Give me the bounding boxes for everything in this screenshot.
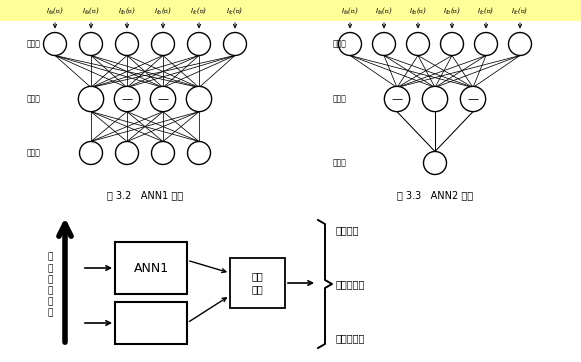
Text: —: — bbox=[121, 94, 132, 104]
Text: $I_{fa}$(实): $I_{fa}$(实) bbox=[341, 6, 359, 16]
Text: 反方向故障: 反方向故障 bbox=[336, 333, 365, 343]
Text: 隐含层: 隐含层 bbox=[27, 94, 41, 104]
FancyBboxPatch shape bbox=[0, 0, 295, 21]
Text: —: — bbox=[392, 94, 403, 104]
Text: $I_{fb}$(实): $I_{fb}$(实) bbox=[409, 6, 427, 16]
Text: 正方向故障: 正方向故障 bbox=[336, 279, 365, 289]
Text: 来
自
系
统
的
电: 来 自 系 统 的 电 bbox=[47, 253, 53, 317]
Circle shape bbox=[80, 142, 102, 164]
Circle shape bbox=[407, 33, 429, 55]
Circle shape bbox=[114, 87, 139, 111]
Text: 图 3.2   ANN1 模型: 图 3.2 ANN1 模型 bbox=[107, 190, 183, 200]
Circle shape bbox=[224, 33, 246, 55]
Circle shape bbox=[339, 33, 361, 55]
Circle shape bbox=[385, 87, 410, 111]
Text: 综合
判别: 综合 判别 bbox=[252, 272, 263, 295]
Text: $I_{fc}$(后): $I_{fc}$(后) bbox=[227, 6, 243, 16]
Circle shape bbox=[152, 142, 174, 164]
Circle shape bbox=[508, 33, 532, 55]
Text: $I_{fc}$(虚): $I_{fc}$(虚) bbox=[511, 6, 529, 16]
Text: $I_{fc}$(实): $I_{fc}$(实) bbox=[478, 6, 494, 16]
Circle shape bbox=[150, 87, 175, 111]
Text: $I_{fa}$(后): $I_{fa}$(后) bbox=[82, 6, 100, 16]
Text: $I_{fa}$(前): $I_{fa}$(前) bbox=[46, 6, 64, 16]
Circle shape bbox=[460, 87, 486, 111]
Text: $I_{fb}$(前): $I_{fb}$(前) bbox=[118, 6, 136, 16]
Circle shape bbox=[116, 33, 138, 55]
Circle shape bbox=[80, 33, 102, 55]
Text: ANN1: ANN1 bbox=[134, 261, 168, 274]
Circle shape bbox=[440, 33, 464, 55]
Circle shape bbox=[188, 142, 210, 164]
Text: —: — bbox=[468, 94, 479, 104]
Text: $I_{fa}$(虚): $I_{fa}$(虚) bbox=[375, 6, 393, 16]
Text: 输入层: 输入层 bbox=[27, 39, 41, 49]
Text: —: — bbox=[157, 94, 168, 104]
Text: 正常运行: 正常运行 bbox=[336, 225, 360, 235]
Circle shape bbox=[116, 142, 138, 164]
FancyBboxPatch shape bbox=[295, 0, 581, 21]
Circle shape bbox=[422, 87, 447, 111]
Text: 图 3.3   ANN2 模型: 图 3.3 ANN2 模型 bbox=[397, 190, 473, 200]
Circle shape bbox=[475, 33, 497, 55]
Circle shape bbox=[372, 33, 396, 55]
FancyBboxPatch shape bbox=[115, 242, 187, 294]
Circle shape bbox=[424, 152, 447, 174]
Text: $I_{fb}$(后): $I_{fb}$(后) bbox=[154, 6, 172, 16]
Text: $I_{fc}$(前): $I_{fc}$(前) bbox=[191, 6, 207, 16]
Circle shape bbox=[188, 33, 210, 55]
Text: 输出层: 输出层 bbox=[333, 159, 347, 168]
Circle shape bbox=[78, 87, 103, 111]
Text: 输出层: 输出层 bbox=[27, 148, 41, 157]
FancyBboxPatch shape bbox=[115, 302, 187, 344]
Circle shape bbox=[187, 87, 211, 111]
Text: $I_{fb}$(虚): $I_{fb}$(虚) bbox=[443, 6, 461, 16]
Circle shape bbox=[44, 33, 66, 55]
Text: 输入层: 输入层 bbox=[333, 39, 347, 49]
Text: 隐含层: 隐含层 bbox=[333, 94, 347, 104]
FancyBboxPatch shape bbox=[230, 258, 285, 308]
Circle shape bbox=[152, 33, 174, 55]
